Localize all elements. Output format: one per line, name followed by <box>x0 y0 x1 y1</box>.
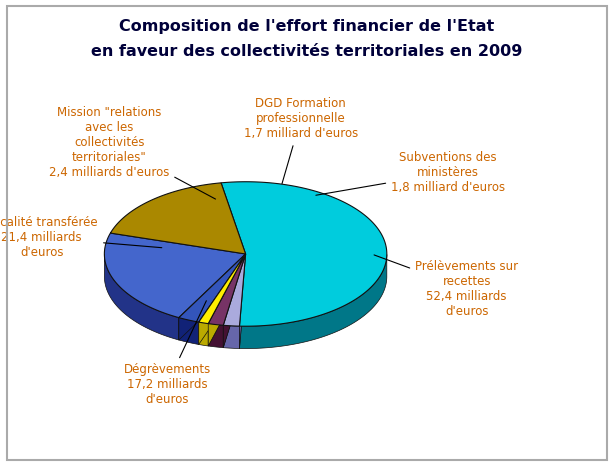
Polygon shape <box>104 233 246 318</box>
Polygon shape <box>221 182 387 326</box>
Polygon shape <box>223 254 246 348</box>
Polygon shape <box>179 254 246 340</box>
Text: Dégrèvements
17,2 milliards
d'euros: Dégrèvements 17,2 milliards d'euros <box>123 301 211 406</box>
Polygon shape <box>223 254 246 326</box>
Polygon shape <box>179 254 246 340</box>
Polygon shape <box>208 254 246 346</box>
Polygon shape <box>111 183 246 254</box>
Polygon shape <box>208 254 246 346</box>
Text: Prélèvements sur
recettes
52,4 milliards
d'euros: Prélèvements sur recettes 52,4 milliards… <box>374 255 518 318</box>
Polygon shape <box>104 254 179 340</box>
Polygon shape <box>199 254 246 323</box>
Polygon shape <box>239 254 387 349</box>
Polygon shape <box>199 254 246 344</box>
Polygon shape <box>239 254 246 349</box>
Polygon shape <box>199 322 208 346</box>
Polygon shape <box>208 254 246 325</box>
Text: Mission "relations
avec les
collectivités
territoriales"
2,4 milliards d'euros: Mission "relations avec les collectivité… <box>49 106 216 199</box>
Polygon shape <box>208 323 223 348</box>
Polygon shape <box>179 254 246 322</box>
Text: Subventions des
ministères
1,8 milliard d'euros: Subventions des ministères 1,8 milliard … <box>316 151 505 195</box>
Polygon shape <box>223 325 239 349</box>
Text: Fiscalité transférée
21,4 milliards
d'euros: Fiscalité transférée 21,4 milliards d'eu… <box>0 216 161 259</box>
Text: DGD Formation
professionnelle
1,7 milliard d'euros: DGD Formation professionnelle 1,7 millia… <box>244 97 358 184</box>
Text: en faveur des collectivités territoriales en 2009: en faveur des collectivités territoriale… <box>91 44 523 59</box>
Polygon shape <box>223 254 246 348</box>
Polygon shape <box>179 318 199 344</box>
Polygon shape <box>239 254 246 349</box>
Polygon shape <box>199 254 246 344</box>
Text: Composition de l'effort financier de l'Etat: Composition de l'effort financier de l'E… <box>119 19 495 34</box>
